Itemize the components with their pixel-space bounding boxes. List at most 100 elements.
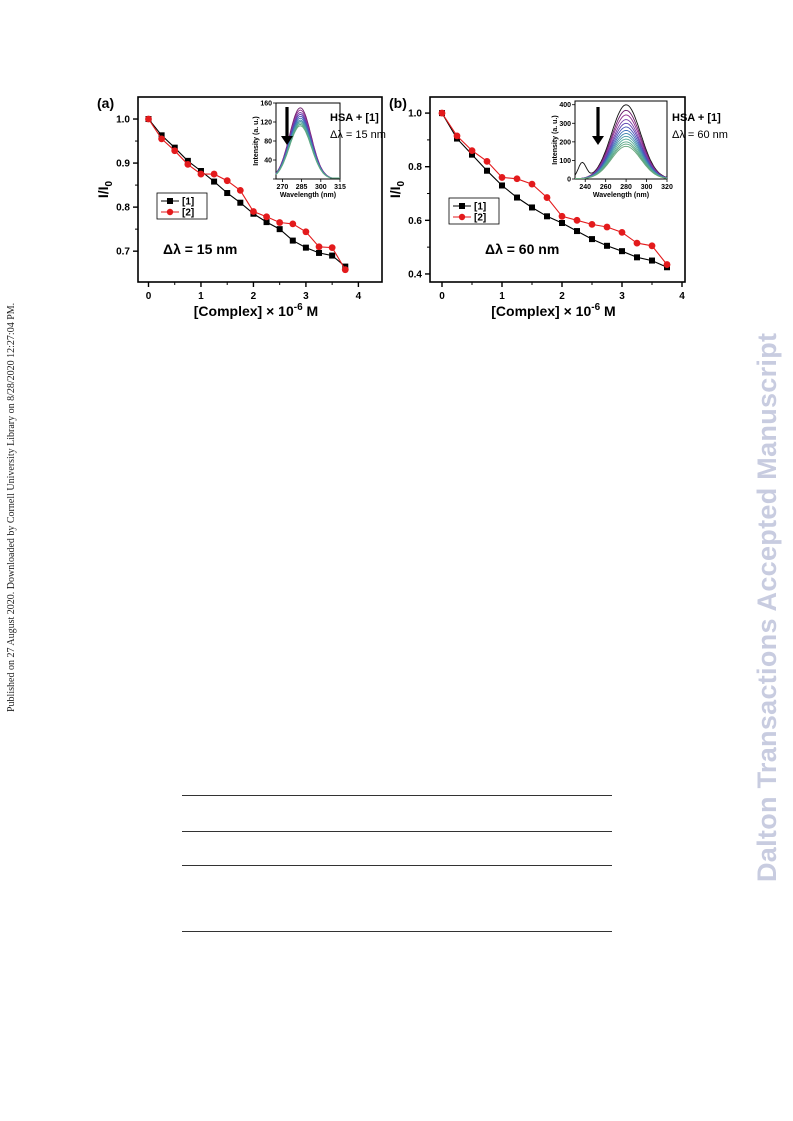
inset-y-tick-label: 120 — [260, 120, 272, 127]
data-point — [589, 236, 595, 243]
inset-x-tick-label: 280 — [620, 184, 632, 191]
table-rule-bottom — [182, 931, 612, 932]
panel-label: (a) — [97, 95, 114, 111]
figure-canvas: 0 1 2 3 40.70.80.91.0[Complex] × 10-6 MI/I0(… — [95, 95, 728, 319]
decrease-arrow-icon — [592, 136, 604, 145]
data-point — [484, 167, 490, 174]
data-point — [341, 266, 349, 274]
series-2 — [438, 109, 671, 268]
data-point — [499, 182, 505, 189]
series-line — [148, 118, 346, 268]
data-point — [663, 261, 671, 268]
y-tick-label: 0.8 — [116, 203, 130, 214]
data-point — [328, 244, 336, 252]
panel-label: (b) — [389, 95, 407, 111]
data-point — [276, 219, 284, 226]
legend-marker — [167, 198, 173, 204]
legend-frame — [156, 192, 208, 220]
data-point — [438, 109, 446, 117]
legend: [1][2] — [156, 192, 208, 220]
series-2 — [145, 115, 349, 274]
x-label-exponent: -6 — [294, 302, 303, 313]
legend-marker — [166, 208, 174, 216]
data-point — [224, 190, 231, 197]
x-label-exponent: -6 — [591, 302, 600, 313]
inset-y-axis-label: Intensity (a. u.) — [552, 115, 559, 164]
x-tick-label: 2 — [559, 291, 565, 302]
chart-panel-b: 0 1 2 3 40.40.60.81.0[Complex] × 10-6 MI/I0(… — [387, 95, 728, 319]
data-point — [184, 160, 192, 168]
data-point — [302, 244, 309, 251]
data-point — [528, 180, 536, 188]
emission-spectrum — [275, 125, 340, 179]
data-point — [145, 115, 152, 123]
journal-watermark: Dalton Transactions Accepted Manuscript — [752, 332, 782, 882]
data-point — [559, 220, 565, 227]
series-line — [441, 112, 668, 265]
data-point — [197, 170, 205, 178]
inset-x-axis-label: Wavelength (nm) — [280, 192, 336, 199]
plot-frame — [429, 96, 686, 283]
y-axis-label: I/I0 — [95, 180, 115, 198]
data-point — [634, 254, 640, 261]
y-label-subscript: 0 — [396, 180, 407, 186]
publication-note: Published on 27 August 2020. Downloaded … — [6, 302, 17, 712]
legend-label: [1] — [474, 202, 486, 213]
data-point — [276, 226, 283, 233]
inset-y-tick-label: 100 — [559, 158, 571, 165]
data-point — [483, 157, 491, 165]
table-rule-body — [182, 865, 612, 866]
inset-y-tick-label: 300 — [559, 121, 571, 128]
delta-lambda-annotation: Δλ = 15 nm — [163, 241, 237, 257]
y-axis-label: I/I0 — [387, 180, 407, 198]
series-line — [148, 118, 346, 270]
x-axis-label: [Complex] × 10-6 M — [194, 302, 318, 319]
data-point — [250, 208, 257, 215]
series-line — [441, 112, 668, 268]
inset-x-tick-label: 320 — [661, 184, 673, 191]
data-point — [329, 252, 336, 259]
data-point — [237, 199, 244, 206]
inset-x-tick-label: 270 — [277, 184, 289, 191]
x-label-main: [Complex] × 10 — [491, 303, 591, 319]
data-point — [263, 219, 270, 226]
data-point — [544, 213, 550, 220]
x-tick-label: 0 — [146, 291, 152, 302]
y-label-subscript: 0 — [104, 180, 115, 186]
inset-x-tick-label: 300 — [315, 184, 327, 191]
legend-frame — [448, 197, 500, 225]
y-label-main: I/I — [95, 186, 111, 198]
legend-label: [1] — [182, 197, 194, 208]
data-point — [289, 237, 296, 244]
data-point — [648, 242, 656, 250]
data-point — [210, 170, 218, 178]
data-point — [604, 242, 610, 249]
inset-y-tick-label: 80 — [264, 139, 272, 146]
inset-x-tick-label: 285 — [296, 184, 308, 191]
chart-panel-a: 0 1 2 3 40.70.80.91.0[Complex] × 10-6 MI/I0(… — [95, 95, 386, 319]
x-tick-label: 3 — [619, 291, 625, 302]
inset-x-tick-label: 260 — [600, 184, 612, 191]
data-point — [558, 212, 566, 220]
data-point — [513, 175, 521, 183]
decrease-arrow-icon — [281, 136, 293, 145]
data-point — [649, 257, 655, 264]
x-tick-label: 1 — [499, 291, 505, 302]
x-tick-label: 1 — [198, 291, 204, 302]
data-point — [633, 239, 641, 247]
x-tick-label: 2 — [251, 291, 257, 302]
data-point — [588, 220, 596, 228]
y-tick-label: 1.0 — [408, 109, 422, 120]
inset-y-tick-label: 40 — [264, 158, 272, 165]
inset-y-tick-label: 400 — [559, 102, 571, 109]
y-tick-label: 0.7 — [116, 247, 130, 258]
data-point — [573, 216, 581, 224]
data-point — [619, 248, 625, 255]
data-point — [316, 249, 323, 256]
inset-y-axis-label: Intensity (a. u.) — [253, 116, 260, 165]
inset-title: HSA + [1] — [330, 112, 379, 124]
inset-chart: 270 285 300 315 40 80 120 160 Wavelength (nm) Int… — [253, 101, 386, 200]
y-tick-label: 1.0 — [116, 115, 130, 126]
x-tick-label: 4 — [356, 291, 362, 302]
legend-label: [2] — [474, 213, 486, 224]
